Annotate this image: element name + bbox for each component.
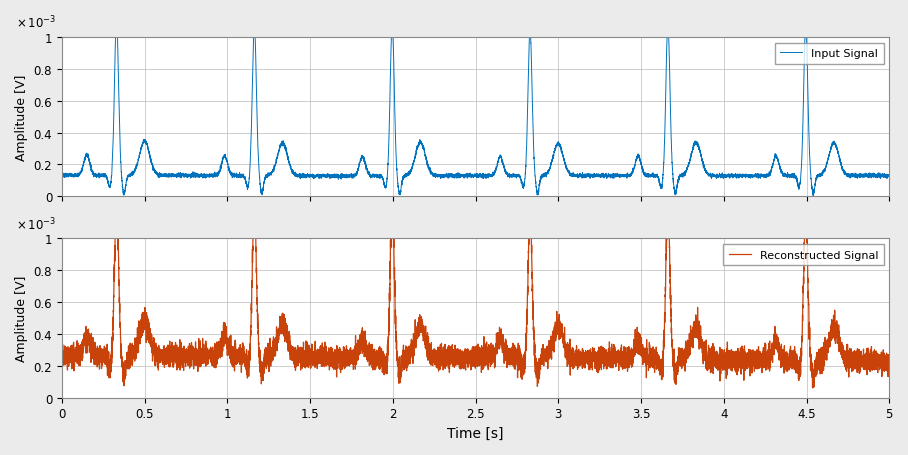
Line: Input Signal: Input Signal xyxy=(62,19,889,197)
Input Signal xyxy=(106,174,117,179)
Reconstructed Signal xyxy=(662,188,673,194)
Line: Reconstructed Signal: Reconstructed Signal xyxy=(62,191,889,388)
Input Signal xyxy=(219,153,230,159)
Input Signal xyxy=(111,16,122,21)
Reconstructed Signal xyxy=(883,362,894,367)
Reconstructed Signal xyxy=(91,357,102,362)
Y-axis label: Amplitude [V]: Amplitude [V] xyxy=(15,275,28,361)
Reconstructed Signal xyxy=(60,360,71,365)
Reconstructed Signal xyxy=(56,360,67,366)
X-axis label: Time [s]: Time [s] xyxy=(448,426,504,440)
Input Signal xyxy=(883,175,894,180)
Input Signal xyxy=(840,171,851,176)
Reconstructed Signal xyxy=(840,353,851,359)
Reconstructed Signal xyxy=(106,356,117,361)
Text: $\times\,10^{-3}$: $\times\,10^{-3}$ xyxy=(16,216,56,233)
Y-axis label: Amplitude [V]: Amplitude [V] xyxy=(15,74,28,161)
Input Signal xyxy=(808,194,819,199)
Input Signal xyxy=(56,172,67,177)
Legend: Input Signal: Input Signal xyxy=(775,43,883,65)
Input Signal xyxy=(60,175,71,180)
Legend: Reconstructed Signal: Reconstructed Signal xyxy=(723,244,883,265)
Text: $\times\,10^{-3}$: $\times\,10^{-3}$ xyxy=(16,15,56,31)
Input Signal xyxy=(91,173,102,178)
Reconstructed Signal xyxy=(807,385,818,391)
Reconstructed Signal xyxy=(219,333,230,338)
Reconstructed Signal xyxy=(461,357,472,362)
Input Signal xyxy=(461,172,472,178)
